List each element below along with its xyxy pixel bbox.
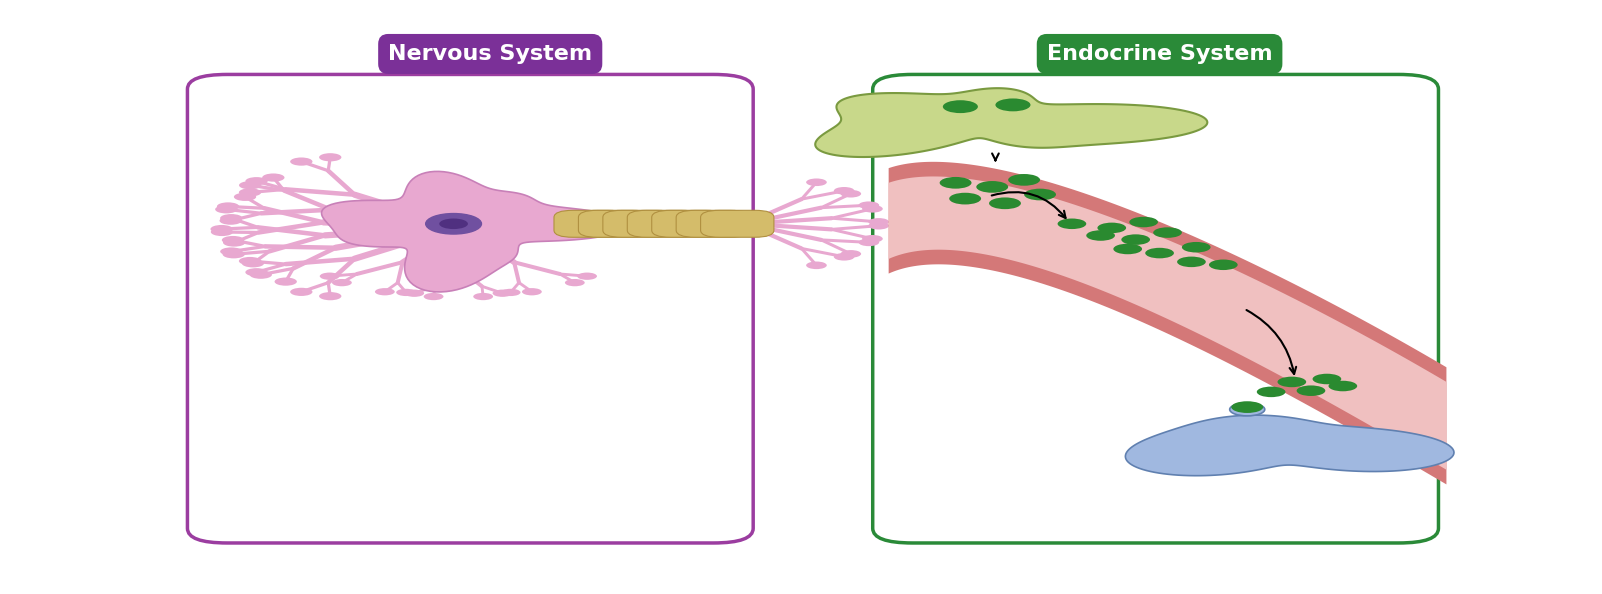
Circle shape [263, 173, 285, 182]
Circle shape [995, 99, 1030, 111]
Circle shape [1145, 248, 1174, 258]
Polygon shape [1125, 415, 1455, 476]
FancyBboxPatch shape [700, 210, 774, 237]
Polygon shape [889, 176, 1447, 470]
Circle shape [862, 205, 883, 213]
Circle shape [862, 235, 883, 242]
Circle shape [290, 287, 312, 296]
FancyBboxPatch shape [187, 74, 753, 543]
Circle shape [239, 188, 261, 197]
Circle shape [988, 197, 1020, 209]
Circle shape [868, 222, 889, 229]
FancyBboxPatch shape [602, 210, 676, 237]
Circle shape [1210, 260, 1238, 270]
Ellipse shape [426, 213, 482, 234]
Circle shape [250, 271, 272, 279]
Circle shape [577, 273, 598, 280]
Circle shape [833, 253, 854, 261]
Circle shape [1296, 386, 1325, 396]
Circle shape [1312, 374, 1341, 384]
Circle shape [944, 100, 977, 113]
Circle shape [841, 190, 862, 198]
Circle shape [239, 181, 261, 189]
Circle shape [320, 273, 340, 280]
Circle shape [223, 238, 245, 247]
Circle shape [215, 205, 237, 213]
Circle shape [319, 292, 341, 300]
Circle shape [859, 239, 879, 246]
Polygon shape [815, 88, 1208, 157]
Text: Nervous System: Nervous System [388, 44, 593, 64]
Circle shape [1328, 381, 1357, 391]
Circle shape [242, 259, 264, 267]
Circle shape [219, 214, 242, 222]
Circle shape [423, 293, 444, 300]
FancyBboxPatch shape [652, 210, 726, 237]
Circle shape [501, 289, 521, 296]
Circle shape [806, 261, 827, 269]
Circle shape [841, 250, 862, 258]
Circle shape [1057, 219, 1086, 229]
Circle shape [1086, 230, 1115, 241]
Circle shape [211, 228, 234, 236]
Circle shape [223, 250, 245, 258]
Circle shape [1182, 242, 1211, 252]
Circle shape [1258, 387, 1285, 397]
Circle shape [219, 247, 242, 255]
Circle shape [290, 157, 312, 166]
Ellipse shape [439, 219, 468, 229]
FancyBboxPatch shape [554, 210, 628, 237]
Circle shape [221, 236, 244, 244]
Circle shape [950, 192, 980, 204]
Circle shape [868, 218, 889, 226]
Circle shape [473, 293, 493, 300]
Circle shape [216, 203, 239, 210]
Circle shape [976, 181, 1008, 192]
Circle shape [274, 277, 296, 286]
Circle shape [806, 178, 827, 186]
Circle shape [1121, 235, 1150, 245]
Circle shape [234, 192, 256, 201]
Polygon shape [322, 172, 628, 292]
FancyBboxPatch shape [676, 210, 750, 237]
Circle shape [1097, 223, 1126, 233]
Circle shape [1153, 228, 1182, 238]
FancyBboxPatch shape [578, 210, 652, 237]
Circle shape [1177, 257, 1206, 267]
Polygon shape [889, 162, 1447, 485]
Text: Endocrine System: Endocrine System [1046, 44, 1272, 64]
Circle shape [245, 177, 268, 185]
Circle shape [1129, 217, 1158, 228]
FancyBboxPatch shape [873, 74, 1439, 543]
Circle shape [833, 187, 854, 195]
Circle shape [1277, 377, 1306, 387]
Circle shape [859, 201, 879, 209]
Circle shape [332, 279, 352, 286]
Circle shape [1024, 189, 1056, 200]
Circle shape [940, 177, 971, 189]
Circle shape [492, 290, 513, 297]
Circle shape [1232, 402, 1262, 413]
Circle shape [1113, 244, 1142, 254]
Circle shape [210, 225, 232, 233]
Circle shape [566, 279, 585, 286]
Circle shape [375, 288, 394, 295]
Circle shape [319, 153, 341, 162]
Circle shape [404, 290, 425, 297]
Ellipse shape [1230, 403, 1264, 416]
Circle shape [522, 288, 541, 295]
Circle shape [219, 217, 242, 225]
Circle shape [396, 289, 417, 296]
Circle shape [1008, 174, 1040, 186]
Circle shape [239, 257, 261, 265]
FancyBboxPatch shape [628, 210, 700, 237]
Circle shape [245, 268, 268, 276]
